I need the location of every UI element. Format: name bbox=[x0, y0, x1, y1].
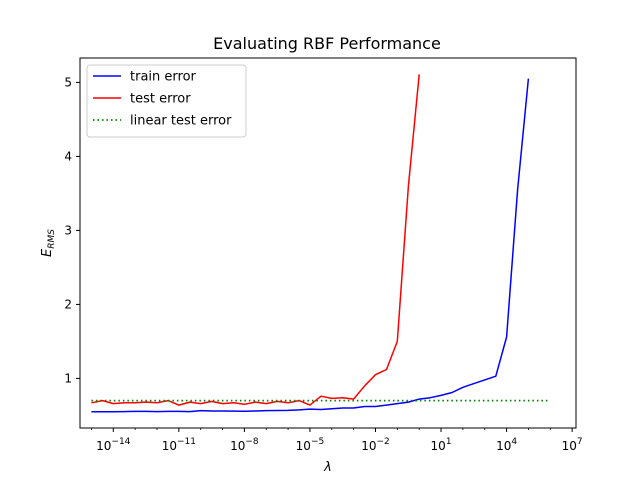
x-tick-label-base: 10 bbox=[562, 439, 577, 453]
x-axis: 10−14 10−11 10−8 10−5 10−2 101 104 107 bbox=[91, 428, 583, 453]
legend-label-3: linear test error bbox=[130, 114, 232, 129]
x-tick-label-base: 10 bbox=[162, 439, 177, 453]
x-tick-label-base: 10 bbox=[296, 439, 311, 453]
x-tick-label-exponent: −5 bbox=[311, 437, 324, 447]
legend-label-1: train error bbox=[130, 70, 197, 85]
x-tick-label-exponent: 4 bbox=[511, 437, 517, 447]
x-tick-label-exponent: −2 bbox=[376, 437, 389, 447]
x-tick-label: 107 bbox=[562, 437, 583, 453]
x-tick-label: 10−14 bbox=[96, 437, 131, 453]
chart-title: Evaluating RBF Performance bbox=[213, 34, 441, 53]
x-tick-label-exponent: 7 bbox=[577, 437, 583, 447]
axes-frame bbox=[79, 57, 577, 429]
x-tick-label-base: 10 bbox=[96, 439, 111, 453]
x-tick-label: 10−5 bbox=[296, 437, 325, 453]
plot-area bbox=[91, 74, 551, 413]
legend: train error test error linear test error bbox=[86, 64, 247, 138]
x-tick-label-exponent: −8 bbox=[245, 437, 259, 447]
legend-label-2: test error bbox=[130, 92, 191, 107]
x-tick-label: 104 bbox=[496, 437, 517, 453]
y-tick-label: 1 bbox=[64, 371, 72, 385]
x-tick-label-exponent: −11 bbox=[177, 437, 196, 447]
y-axis: 1 2 3 4 5 bbox=[64, 75, 80, 385]
series-line-1 bbox=[91, 78, 530, 413]
legend-box bbox=[86, 64, 247, 138]
x-tick-label-base: 10 bbox=[431, 439, 446, 453]
y-tick-label: 5 bbox=[64, 75, 72, 89]
y-tick-label: 3 bbox=[64, 223, 72, 237]
y-tick-label: 4 bbox=[64, 149, 72, 163]
y-axis-label: ERMS bbox=[40, 229, 57, 257]
x-tick-label-base: 10 bbox=[496, 439, 511, 453]
y-axis-label-main: E bbox=[40, 248, 55, 257]
x-tick-label-exponent: 1 bbox=[446, 437, 452, 447]
y-tick-label: 2 bbox=[64, 297, 72, 311]
x-tick-label: 101 bbox=[431, 437, 452, 453]
x-tick-label-exponent: −14 bbox=[111, 437, 130, 447]
x-tick-label-base: 10 bbox=[230, 439, 245, 453]
x-tick-label: 10−11 bbox=[162, 437, 196, 453]
series-line-2 bbox=[91, 74, 420, 406]
x-tick-label: 10−2 bbox=[361, 437, 390, 453]
x-tick-label-base: 10 bbox=[361, 439, 376, 453]
x-tick-label: 10−8 bbox=[230, 437, 259, 453]
y-axis-label-subscript: RMS bbox=[47, 229, 57, 249]
x-axis-label: λ bbox=[323, 460, 332, 475]
